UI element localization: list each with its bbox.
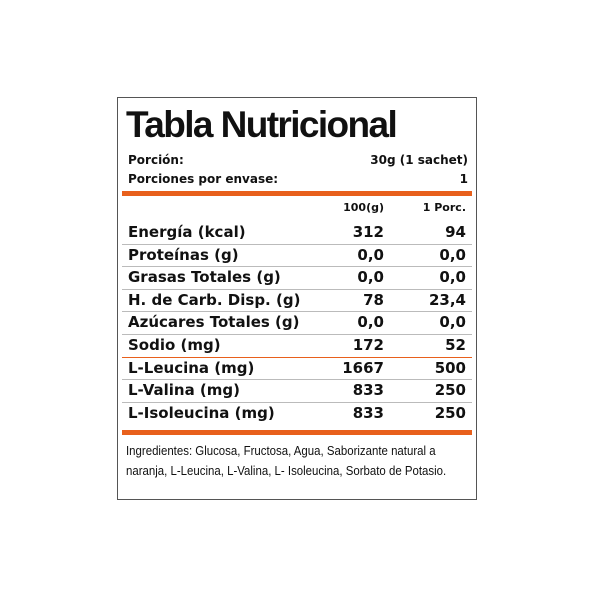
value-per-serving: 52: [445, 336, 466, 354]
orange-divider: [122, 191, 472, 196]
table-row: Grasas Totales (g) 0,0 0,0: [122, 266, 472, 290]
value-per-serving: 0,0: [439, 268, 466, 287]
value-per-100g: 0,0: [357, 313, 384, 332]
nutrient-label: Energía (kcal): [128, 223, 246, 241]
value-per-serving: 94: [445, 223, 466, 241]
table-row: L-Valina (mg) 833 250: [122, 379, 472, 403]
nutrition-table: Tabla Nutricional Porción: 30g (1 sachet…: [117, 97, 477, 500]
table-row: L-Leucina (mg) 1667 500: [122, 357, 472, 381]
table-row: Energía (kcal) 312 94: [122, 221, 472, 245]
table-row: Proteínas (g) 0,0 0,0: [122, 244, 472, 268]
value-per-serving: 0,0: [439, 245, 466, 264]
serving-size: Porción: 30g (1 sachet): [128, 153, 468, 167]
value-per-100g: 833: [352, 403, 384, 422]
table-row: L-Isoleucina (mg) 833 250: [122, 402, 472, 425]
nutrient-label: Proteínas (g): [128, 245, 239, 264]
column-header-100g: 100(g): [343, 201, 384, 214]
nutrient-label: Azúcares Totales (g): [128, 313, 300, 332]
nutrient-label: L-Leucina (mg): [128, 358, 255, 377]
value-per-serving: 250: [434, 381, 466, 400]
nutrient-label: L-Isoleucina (mg): [128, 403, 275, 422]
table-row: H. de Carb. Disp. (g) 78 23,4: [122, 289, 472, 313]
value-per-serving: 0,0: [439, 313, 466, 332]
value-per-100g: 78: [363, 290, 384, 309]
value-per-100g: 172: [352, 336, 384, 354]
servings-label: Porciones por envase:: [128, 172, 279, 186]
table-row: Azúcares Totales (g) 0,0 0,0: [122, 311, 472, 335]
value-per-100g: 0,0: [357, 268, 384, 287]
value-per-serving: 23,4: [428, 290, 466, 309]
value-per-100g: 0,0: [357, 245, 384, 264]
table-row: Sodio (mg) 172 52: [122, 334, 472, 358]
nutrient-label: L-Valina (mg): [128, 381, 240, 400]
page-title: Tabla Nutricional: [126, 104, 398, 145]
value-per-100g: 312: [352, 223, 384, 241]
nutrient-label: H. de Carb. Disp. (g): [128, 290, 301, 309]
nutrient-label: Sodio (mg): [128, 336, 221, 354]
servings-value: 1: [459, 172, 468, 186]
servings-per-container: Porciones por envase: 1: [128, 172, 468, 186]
value-per-serving: 500: [434, 358, 466, 377]
value-per-serving: 250: [434, 403, 466, 422]
orange-divider: [122, 430, 472, 435]
value-per-100g: 1667: [342, 358, 384, 377]
value-per-100g: 833: [352, 381, 384, 400]
serving-value: 30g (1 sachet): [370, 153, 468, 167]
serving-label: Porción:: [128, 153, 184, 167]
nutrient-label: Grasas Totales (g): [128, 268, 281, 287]
ingredients-text: Ingredientes: Glucosa, Fructosa, Agua, S…: [126, 443, 447, 478]
column-header-serving: 1 Porc.: [422, 201, 466, 214]
